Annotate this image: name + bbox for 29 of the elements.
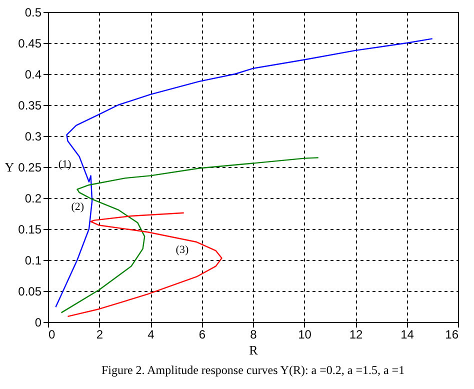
y-tick-label: 0.25: [18, 160, 42, 174]
caption: Figure 2. Amplitude response curves Y(R): a =0.2, a =1.5, a =1: [101, 363, 405, 377]
annotation: (2): [71, 201, 84, 214]
x-tick-label: 14: [400, 328, 414, 342]
y-tick-label: 0.4: [24, 68, 42, 82]
x-tick-label: 0: [48, 328, 56, 342]
x-tick-label: 8: [250, 328, 258, 342]
y-tick-label: 0: [34, 316, 42, 330]
x-tick-label: 16: [445, 328, 459, 342]
x-tick-label: 10: [298, 328, 312, 342]
y-tick-label: 0.35: [18, 98, 42, 112]
x-tick-label: 12: [349, 328, 363, 342]
y-tick-label: 0.05: [18, 284, 42, 298]
y-axis-title: Y: [4, 160, 15, 174]
y-tick-label: 0.15: [18, 222, 42, 236]
annotation: (1): [58, 158, 72, 170]
line-series: [67, 212, 222, 318]
x-axis-title: R: [249, 342, 258, 358]
y-tick-label: 0.1: [24, 254, 42, 268]
y-tick-label: 0.2: [24, 192, 42, 206]
x-tick-label: 4: [148, 328, 155, 342]
line-series: [55, 38, 433, 308]
y-tick-label: 0.45: [18, 36, 42, 50]
y-tick-label: 0.3: [24, 130, 42, 144]
y-tick-label: 0.5: [24, 6, 42, 20]
x-tick-label: 6: [198, 328, 206, 342]
x-tick-label: 2: [96, 328, 104, 342]
annotation: (3): [176, 244, 189, 256]
line-series: [60, 157, 319, 314]
